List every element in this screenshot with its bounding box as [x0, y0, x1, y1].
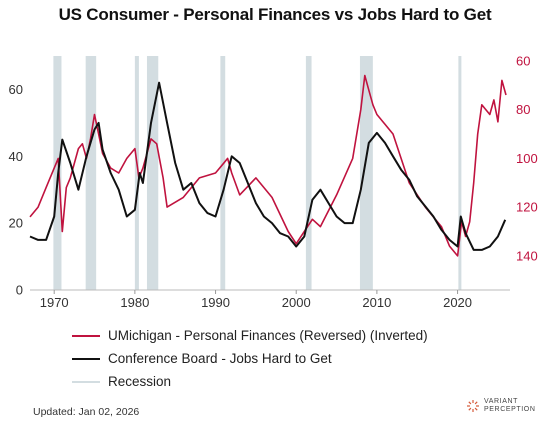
brand-name: VARIANT PERCEPTION	[484, 398, 536, 414]
recession-band	[305, 56, 312, 290]
legend-item-jobs-hard-to-get[interactable]: Conference Board - Jobs Hard to Get	[72, 347, 428, 370]
y-left-tick-label: 0	[16, 283, 23, 298]
series-line-jobs-hard-to-get	[29, 81, 507, 251]
legend-swatch-jobs	[72, 357, 100, 360]
chart-title: US Consumer - Personal Finances vs Jobs …	[58, 5, 492, 24]
legend-item-umichigan[interactable]: UMichigan - Personal Finances (Reversed)…	[72, 324, 428, 347]
axes: 1970 1980 1990 2000 2010 2020 0 20 40 60 60 80 100 12…	[9, 53, 538, 310]
brand-icon	[467, 400, 479, 412]
legend: UMichigan - Personal Finances (Reversed)…	[72, 324, 428, 393]
legend-item-recession[interactable]: Recession	[72, 370, 428, 393]
legend-label-jobs: Conference Board - Jobs Hard to Get	[108, 351, 332, 366]
x-tick-label: 1990	[201, 295, 230, 310]
series-line-umichigan	[29, 74, 507, 257]
legend-swatch-umichigan	[72, 334, 100, 337]
y-left-tick-label: 60	[9, 82, 23, 97]
legend-label-recession: Recession	[108, 374, 172, 389]
legend-label-umichigan: UMichigan - Personal Finances (Reversed)…	[108, 328, 428, 343]
y-right-tick-label: 120	[516, 200, 538, 215]
x-tick-label: 2000	[282, 295, 311, 310]
recession-bands	[53, 56, 462, 290]
x-tick-label: 1970	[40, 295, 69, 310]
recession-band	[220, 56, 226, 290]
recession-band	[146, 56, 159, 290]
x-tick-label: 2020	[443, 295, 472, 310]
recession-band	[359, 56, 373, 290]
brand-line1: VARIANT	[484, 398, 519, 405]
x-tick-label: 2010	[362, 295, 391, 310]
y-right-tick-label: 140	[516, 248, 538, 263]
y-right-tick-label: 100	[516, 151, 538, 166]
legend-swatch-recession	[72, 380, 100, 383]
y-right-tick-label: 80	[516, 102, 530, 117]
brand-line2: PERCEPTION	[484, 406, 536, 413]
series-lines	[29, 74, 507, 257]
recession-band	[85, 56, 97, 290]
y-right-tick-label: 60	[516, 53, 530, 68]
recession-band	[458, 56, 462, 290]
x-tick-label: 1980	[120, 295, 149, 310]
updated-date: Updated: Jan 02, 2026	[33, 406, 140, 418]
y-left-tick-label: 40	[9, 149, 23, 164]
brand-logo: VARIANT PERCEPTION	[466, 398, 536, 414]
y-left-tick-label: 20	[9, 216, 23, 231]
recession-band	[134, 56, 139, 290]
